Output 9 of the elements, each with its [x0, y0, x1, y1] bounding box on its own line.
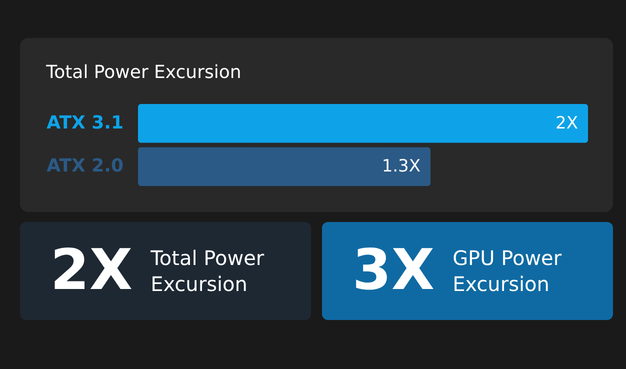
chart-title: Total Power Excursion — [45, 62, 242, 83]
text: 2X — [50, 238, 133, 303]
text: GPU Power Excursion — [452, 245, 563, 297]
text: 3X — [352, 238, 435, 303]
data-label: 1.3X — [382, 156, 421, 177]
text: Total Power Excursion — [150, 245, 266, 297]
data-label: 2X — [556, 113, 578, 134]
y-tick-label: ATX 2.0 — [46, 156, 124, 177]
y-tick-label: ATX 3.1 — [46, 112, 124, 134]
